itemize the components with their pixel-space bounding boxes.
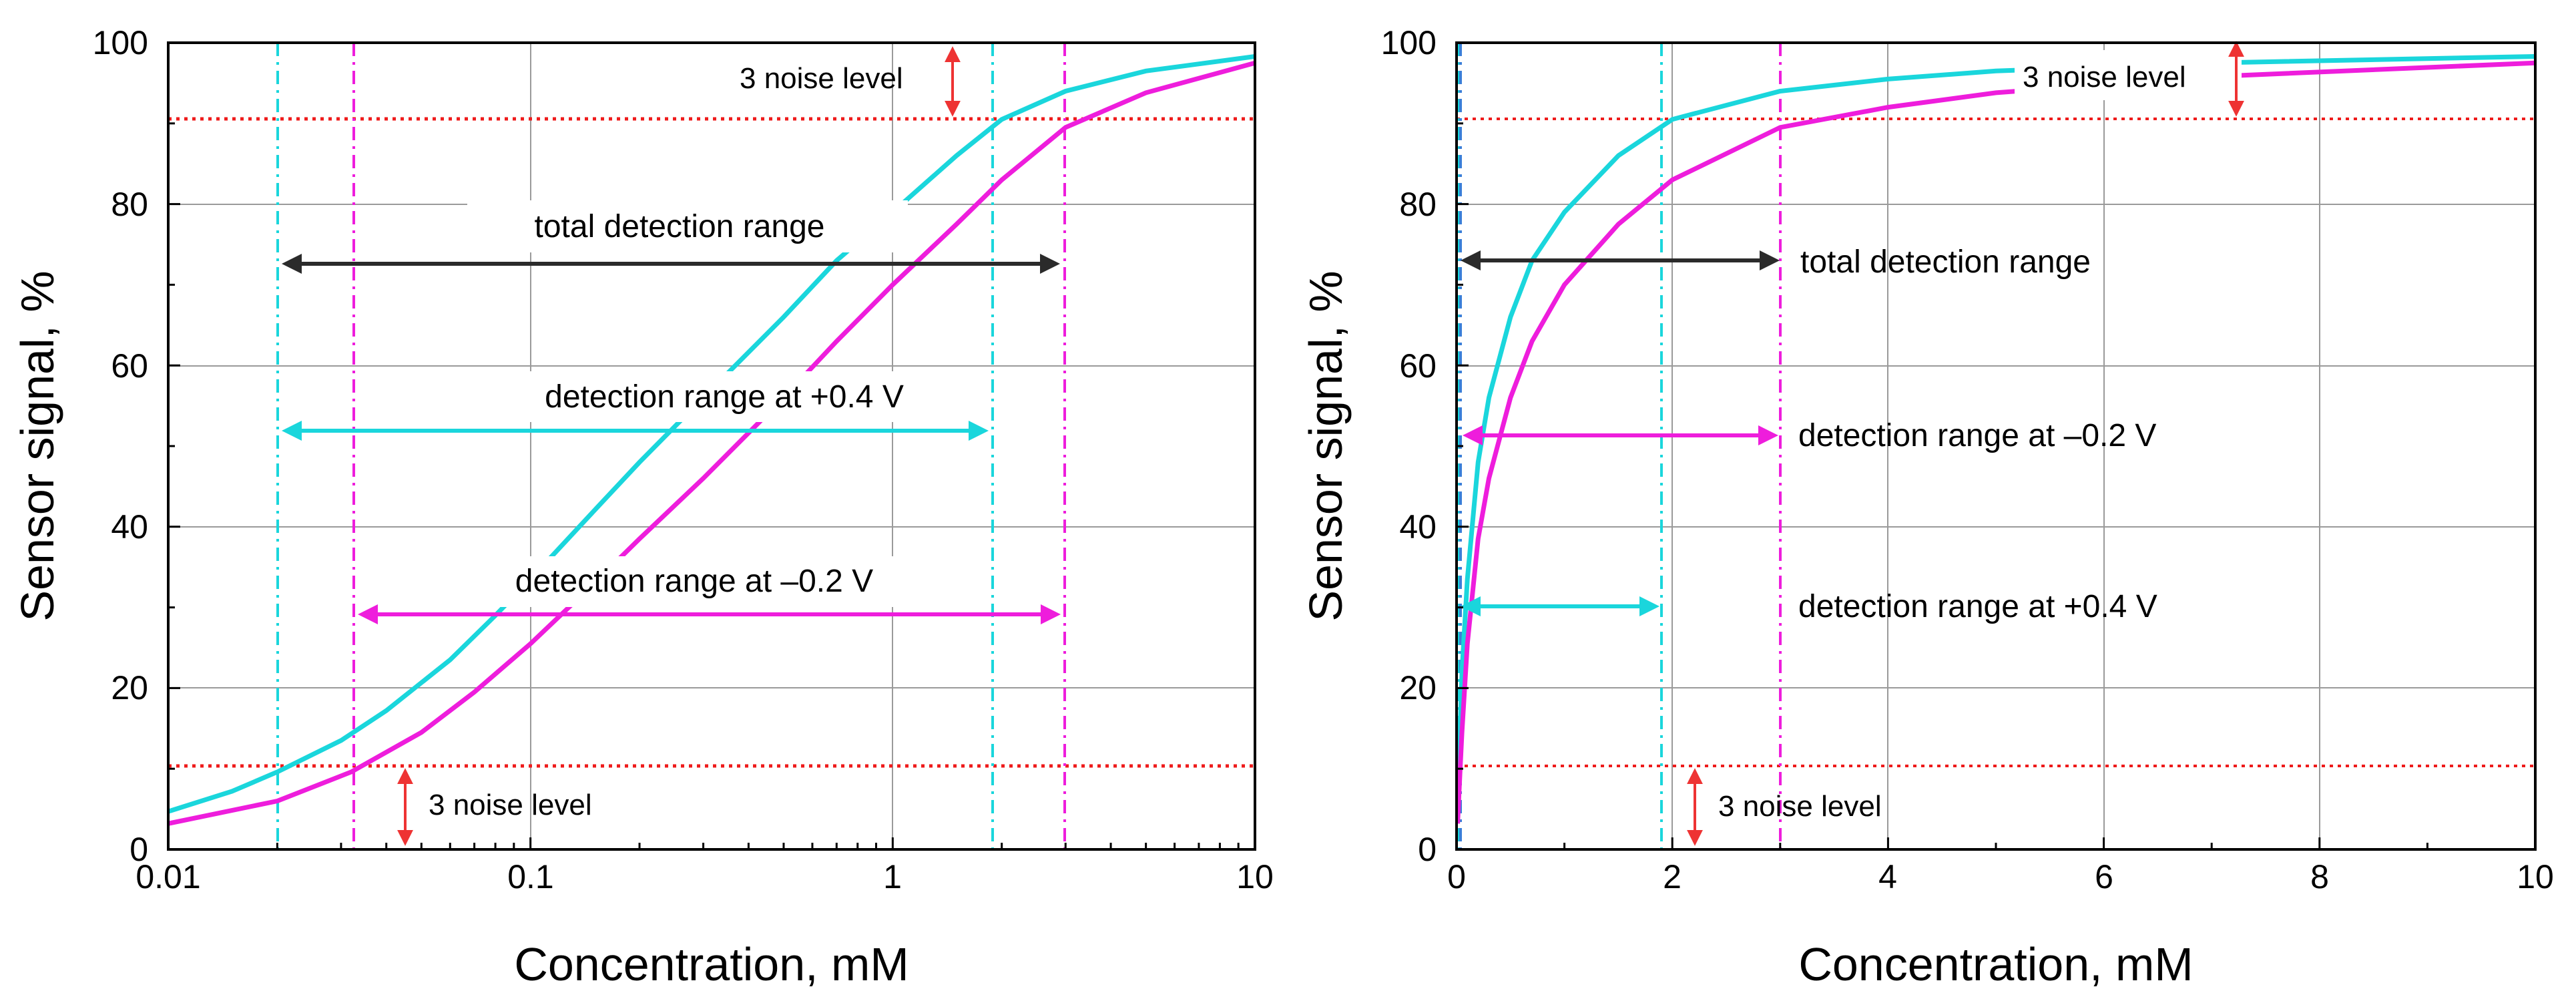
label-noise-lower: 3 noise level [429, 789, 592, 821]
label-minus-range: detection range at –0.2 V [515, 564, 873, 599]
x-tick-label: 0.1 [507, 858, 554, 895]
x-tick-label: 0.01 [136, 858, 200, 895]
x-tick-label: 4 [1878, 858, 1897, 895]
y-tick-label: 100 [93, 24, 148, 61]
x-tick-label: 10 [1236, 858, 1274, 895]
chart-right-linear: total detection range detection range at… [1300, 24, 2554, 990]
y-axis-title: Sensor signal, % [11, 270, 63, 621]
label-plus-range: detection range at +0.4 V [1798, 589, 2157, 624]
label-noise-upper: 3 noise level [2023, 61, 2186, 93]
series-plus04-curve [167, 54, 1256, 814]
y-tick-label: 40 [111, 508, 148, 546]
y-tick-label: 60 [111, 347, 148, 385]
x-tick-label: 2 [1663, 858, 1682, 895]
series-minus02-curve [168, 60, 1256, 826]
y-tick-label: 60 [1399, 347, 1437, 385]
label-noise-upper: 3 noise level [740, 62, 903, 95]
y-tick-label: 0 [1418, 831, 1437, 868]
series-plus04-curve [1455, 54, 2536, 812]
label-total-range: total detection range [1800, 244, 2091, 280]
gridlines [168, 43, 1255, 849]
chart-left-log: total detection range detection range at… [11, 24, 1274, 990]
x-tick-label: 10 [2517, 858, 2554, 895]
x-tick-label: 8 [2310, 858, 2329, 895]
plot-frame [167, 41, 1256, 851]
y-tick-label: 80 [111, 186, 148, 223]
x-tick-label: 1 [883, 858, 902, 895]
label-total-range: total detection range [535, 209, 825, 244]
y-tick-label: 100 [1381, 24, 1437, 61]
x-axis-title: Concentration, mM [1798, 938, 2193, 990]
y-axis-title: Sensor signal, % [1300, 270, 1352, 621]
x-tick-label: 0 [1447, 858, 1466, 895]
gridlines [1457, 43, 2535, 849]
label-plus-range: detection range at +0.4 V [545, 379, 904, 415]
x-tick-label: 6 [2095, 858, 2113, 895]
y-tick-label: 0 [130, 831, 148, 868]
tick-marks [1455, 41, 2537, 851]
label-minus-range: detection range at –0.2 V [1798, 418, 2156, 453]
label-noise-lower: 3 noise level [1718, 790, 1882, 823]
y-tick-label: 20 [111, 669, 148, 707]
y-tick-label: 20 [1399, 669, 1437, 707]
y-tick-label: 40 [1399, 508, 1437, 546]
tick-marks [167, 41, 1256, 851]
x-axis-title: Concentration, mM [514, 938, 909, 990]
y-tick-label: 80 [1399, 186, 1437, 223]
